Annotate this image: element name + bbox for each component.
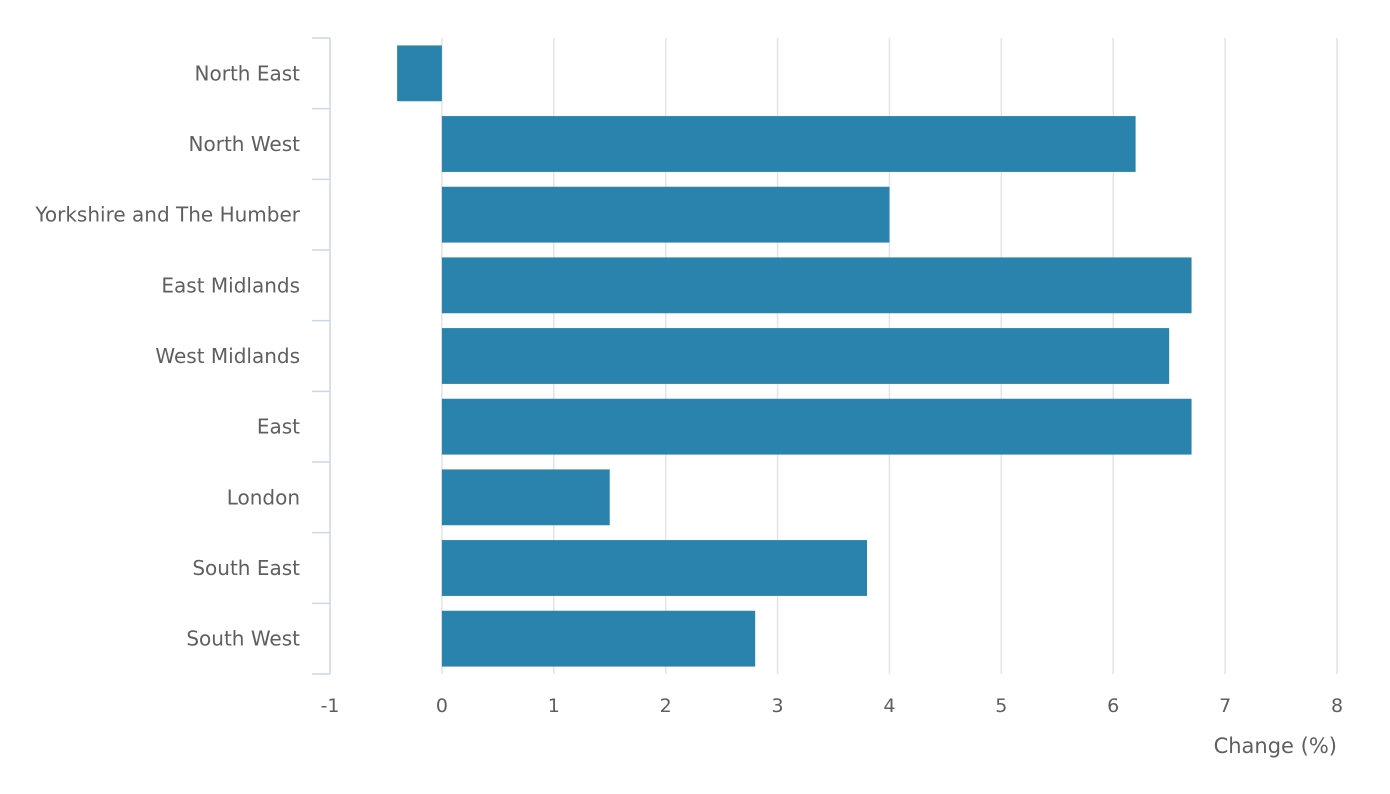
x-tick-label: 7 xyxy=(1219,695,1231,717)
bar[interactable] xyxy=(441,257,1192,314)
x-tick-label: 2 xyxy=(660,695,672,717)
x-tick-label: 4 xyxy=(883,695,895,717)
category-label: South West xyxy=(186,627,300,651)
bar[interactable] xyxy=(441,398,1192,455)
x-tick-label: 5 xyxy=(995,695,1007,717)
category-label: East xyxy=(257,415,300,439)
category-axis xyxy=(312,37,331,675)
category-label: London xyxy=(227,485,300,509)
category-labels: North East North West Yorkshire and The Hu… xyxy=(34,61,300,650)
category-label: East Midlands xyxy=(161,273,300,297)
x-tick-label: 8 xyxy=(1331,695,1343,717)
x-tick-label: -1 xyxy=(321,695,340,717)
bar[interactable] xyxy=(441,328,1170,384)
x-tick-label: 3 xyxy=(772,695,784,717)
category-label: North East xyxy=(195,61,301,85)
bar[interactable] xyxy=(441,186,890,243)
bar[interactable] xyxy=(397,45,442,102)
x-tick-labels: -1 0 1 2 3 4 5 6 7 8 xyxy=(321,695,1344,717)
x-tick-label: 6 xyxy=(1107,695,1119,717)
category-label: North West xyxy=(189,132,301,156)
bar[interactable] xyxy=(441,540,868,596)
category-label: Yorkshire and The Humber xyxy=(34,203,300,227)
x-tick-label: 1 xyxy=(548,695,560,717)
bar[interactable] xyxy=(441,469,610,526)
x-axis-title: Change (%) xyxy=(1214,734,1337,758)
bar[interactable] xyxy=(441,610,756,667)
category-label: West Midlands xyxy=(155,344,300,368)
bars xyxy=(397,45,1192,667)
x-tick-label: 0 xyxy=(436,695,448,717)
bar[interactable] xyxy=(441,116,1136,172)
category-label: South East xyxy=(192,556,300,580)
